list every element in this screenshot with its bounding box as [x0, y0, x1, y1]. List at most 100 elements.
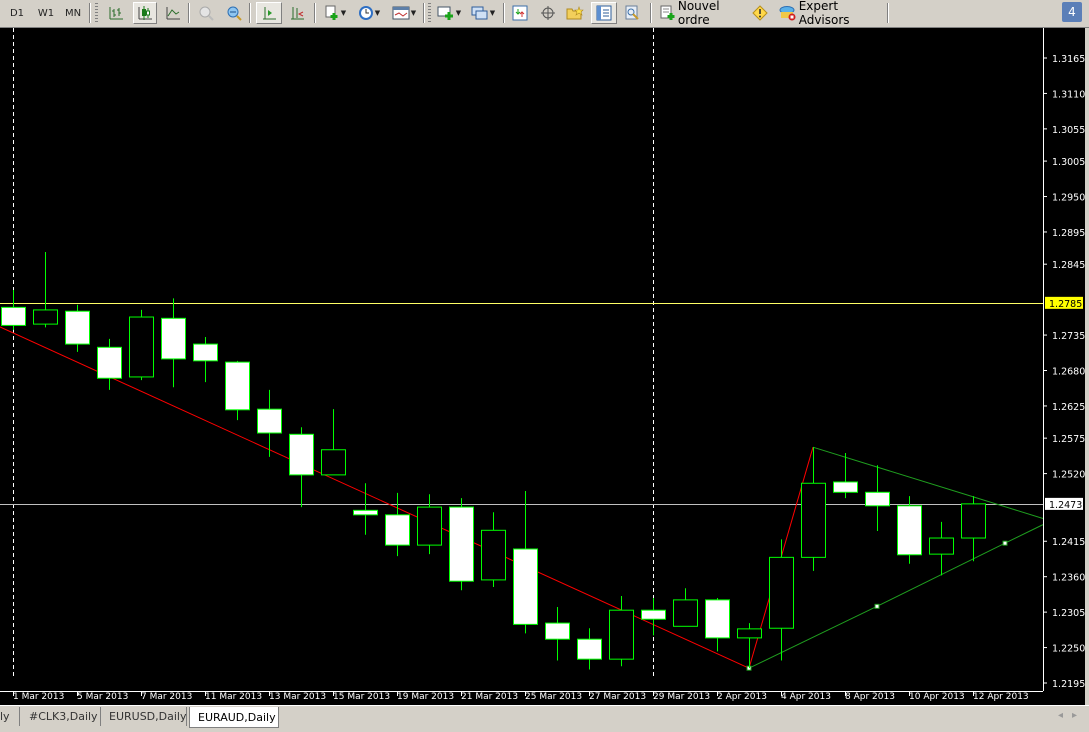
- period-d1-label: D1: [9, 7, 25, 19]
- price-tick-label: 1.2735: [1052, 331, 1085, 342]
- period-mn-button[interactable]: MN: [60, 2, 86, 24]
- market-watch-button[interactable]: [508, 2, 532, 24]
- expert-advisors-button[interactable]: Expert Advisors: [776, 0, 882, 27]
- toolbar-grip[interactable]: [95, 3, 98, 23]
- chevron-down-icon: ▼: [455, 9, 462, 17]
- price-label: 1.2473: [1049, 500, 1082, 511]
- time-tick-label: 21 Mar 2013: [461, 692, 518, 702]
- time-tick-label: 10 Apr 2013: [909, 692, 965, 702]
- line-chart-icon: [166, 7, 180, 20]
- chart-window[interactable]: 1.3165 1.3110 1.3055 1.3005 1.2950 1.2895 1.28…: [0, 28, 1085, 705]
- candle-bear: [193, 343, 218, 362]
- notification-badge[interactable]: 4: [1062, 2, 1082, 22]
- candle-bear: [289, 433, 314, 476]
- strategy-tester-icon: [625, 5, 639, 20]
- tab-euraud-daily[interactable]: EURAUD,Daily: [189, 707, 279, 728]
- chevron-down-icon: ▼: [410, 9, 417, 17]
- time-tick-label: 1 Mar 2013: [13, 692, 64, 702]
- chart-shift-icon: [291, 7, 304, 20]
- candle-bear: [449, 506, 474, 582]
- candle-bull: [801, 482, 826, 558]
- price-tick-label: 1.2305: [1052, 608, 1085, 619]
- expert-advisors-icon: [779, 6, 796, 21]
- separator: [314, 3, 316, 23]
- time-tick-label: 5 Mar 2013: [77, 692, 128, 702]
- candlestick-icon: [138, 6, 152, 20]
- zoom-in-button[interactable]: [194, 2, 218, 24]
- time-tick-label: 27 Mar 2013: [589, 692, 646, 702]
- tab-label: EURAUD,Daily: [198, 710, 276, 724]
- time-tick-label: 15 Mar 2013: [333, 692, 390, 702]
- price-tick-label: 1.3055: [1052, 125, 1085, 136]
- tab-label: EURUSD,Daily: [109, 710, 187, 723]
- candle-bear: [385, 514, 410, 546]
- notification-count: 4: [1068, 5, 1076, 19]
- time-tick-label: 13 Mar 2013: [269, 692, 326, 702]
- candlestick-button[interactable]: [133, 2, 157, 24]
- tab-scroll-left-icon[interactable]: ◂: [1058, 710, 1064, 721]
- price-tick-label: 1.2250: [1052, 644, 1085, 655]
- time-tick-label: 25 Mar 2013: [525, 692, 582, 702]
- autoscroll-icon: [263, 7, 276, 20]
- candle-bull: [673, 599, 698, 627]
- zoom-in-icon: [199, 6, 214, 21]
- indicators-button[interactable]: ▼: [434, 2, 464, 24]
- new-order-button[interactable]: Nouvel ordre: [656, 0, 746, 27]
- candle-bull: [33, 309, 58, 325]
- separator: [249, 3, 251, 23]
- separator: [423, 3, 425, 23]
- periods-button[interactable]: ▼: [354, 2, 384, 24]
- chevron-down-icon: ▼: [374, 9, 381, 17]
- price-chart[interactable]: 1.3165 1.3110 1.3055 1.3005 1.2950 1.2895 1.28…: [0, 28, 1085, 705]
- zoom-out-button[interactable]: [222, 2, 246, 24]
- bar-chart-button[interactable]: [104, 2, 128, 24]
- time-tick-label: 8 Apr 2013: [845, 692, 895, 702]
- window-edge: [1085, 28, 1089, 705]
- templates-icon: [392, 6, 410, 20]
- price-tick-label: 1.2895: [1052, 228, 1085, 239]
- candle-bear: [865, 491, 890, 507]
- navigator-button[interactable]: [563, 2, 587, 24]
- line-chart-button[interactable]: [161, 2, 185, 24]
- chevron-down-icon: ▼: [489, 9, 496, 17]
- period-w1-button[interactable]: W1: [33, 2, 59, 24]
- crosshair-button[interactable]: [536, 2, 560, 24]
- data-window-button[interactable]: [591, 2, 617, 24]
- bar-chart-icon: [109, 7, 123, 20]
- time-tick-label: 19 Mar 2013: [397, 692, 454, 702]
- candle-bull: [929, 537, 954, 555]
- price-label-background: [1045, 497, 1083, 510]
- tab-scroll-right-icon[interactable]: ▸: [1072, 710, 1078, 721]
- candle-bear: [897, 505, 922, 556]
- tab-label: ly: [0, 710, 10, 723]
- candle-bull: [737, 628, 762, 639]
- candle-bear: [1, 306, 26, 326]
- new-order-label: Nouvel ordre: [677, 0, 720, 27]
- chart-shift-button[interactable]: [285, 2, 309, 24]
- candle-bear: [545, 622, 570, 640]
- chevron-down-icon: ▼: [340, 9, 347, 17]
- navigator-icon: [566, 6, 584, 20]
- new-chart-button[interactable]: ▼: [320, 2, 350, 24]
- period-mn-label: MN: [64, 7, 82, 19]
- candle-bull: [769, 556, 794, 629]
- period-d1-button[interactable]: D1: [4, 2, 30, 24]
- price-tick-label: 1.2950: [1052, 193, 1085, 204]
- price-tick-label: 1.2520: [1052, 470, 1085, 481]
- tab-daily-partial[interactable]: ly: [0, 707, 20, 726]
- separator: [188, 3, 190, 23]
- candle-bear: [705, 599, 730, 639]
- windows-icon: [471, 6, 488, 20]
- templates-button[interactable]: ▼: [389, 2, 419, 24]
- time-tick-label: 29 Mar 2013: [653, 692, 710, 702]
- candle-bear: [577, 638, 602, 660]
- windows-button[interactable]: ▼: [468, 2, 498, 24]
- tab-eurusd-daily[interactable]: EURUSD,Daily: [101, 707, 187, 726]
- periods-clock-icon: [358, 6, 373, 20]
- warning-button[interactable]: [749, 2, 771, 24]
- toolbar-grip[interactable]: [428, 3, 431, 23]
- tab-clk3-daily[interactable]: #CLK3,Daily: [21, 707, 101, 726]
- strategy-tester-button[interactable]: [620, 2, 644, 24]
- autoscroll-button[interactable]: [256, 2, 282, 24]
- candle-bull: [609, 609, 634, 660]
